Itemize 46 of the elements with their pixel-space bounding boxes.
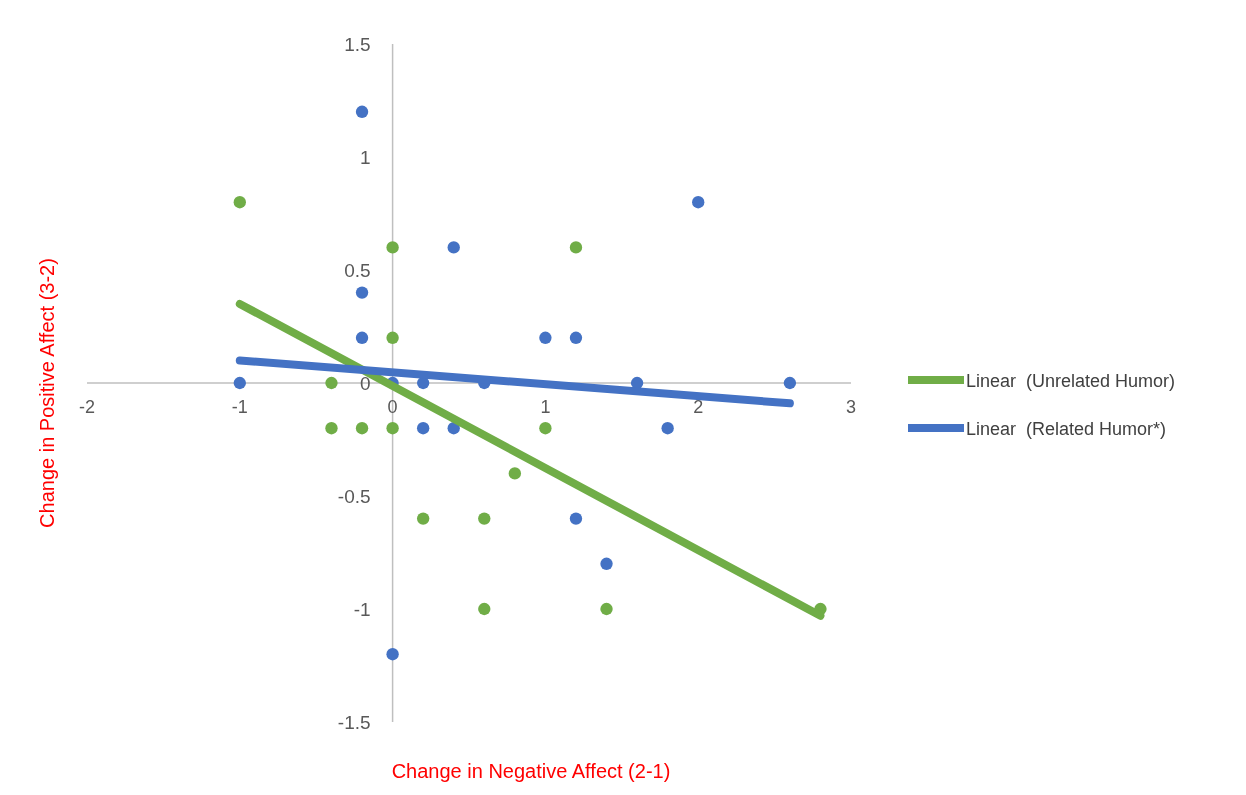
point bbox=[355, 286, 369, 299]
point bbox=[233, 376, 246, 390]
point bbox=[386, 331, 399, 344]
point bbox=[416, 512, 430, 525]
point bbox=[478, 512, 491, 525]
y-tick-label: 1.5 bbox=[344, 34, 371, 55]
point bbox=[478, 602, 491, 616]
y-tick-label: -1.5 bbox=[337, 712, 371, 733]
point bbox=[386, 422, 399, 435]
point bbox=[600, 602, 613, 616]
point bbox=[661, 422, 674, 435]
legend-label: Linear (Related Humor*) bbox=[966, 419, 1167, 439]
y-axis-title: Change in Positive Affect (3-2) bbox=[36, 258, 58, 528]
x-tick-label: 3 bbox=[845, 397, 857, 417]
point bbox=[355, 422, 369, 435]
point bbox=[355, 105, 369, 118]
x-tick-label: 1 bbox=[540, 397, 551, 417]
point bbox=[233, 196, 246, 209]
x-tick-label: 2 bbox=[693, 397, 704, 417]
point bbox=[447, 241, 460, 254]
point bbox=[386, 648, 399, 661]
y-tick-label: 0.5 bbox=[344, 260, 371, 281]
x-tick-label: -2 bbox=[78, 397, 96, 417]
point bbox=[325, 422, 338, 435]
point bbox=[630, 376, 644, 390]
y-tick-label: -0.5 bbox=[337, 486, 371, 507]
y-tick-label: -1 bbox=[353, 599, 371, 620]
y-tick-label: 1 bbox=[360, 147, 371, 168]
x-axis-title: Change in Negative Affect (2-1) bbox=[391, 760, 671, 782]
point bbox=[600, 557, 613, 570]
point bbox=[539, 331, 552, 344]
point bbox=[508, 467, 522, 480]
x-tick-label: -1 bbox=[231, 397, 248, 417]
point bbox=[569, 512, 583, 525]
point bbox=[569, 241, 583, 254]
x-tick-label: 0 bbox=[387, 397, 398, 417]
point bbox=[539, 422, 552, 435]
point bbox=[325, 376, 338, 390]
point bbox=[783, 376, 797, 390]
point bbox=[386, 241, 399, 254]
point bbox=[569, 331, 583, 344]
point bbox=[416, 422, 430, 435]
legend-label: Linear (Unrelated Humor) bbox=[966, 371, 1176, 391]
y-tick-label: 0 bbox=[360, 373, 371, 394]
point bbox=[692, 196, 705, 209]
point bbox=[355, 331, 369, 344]
